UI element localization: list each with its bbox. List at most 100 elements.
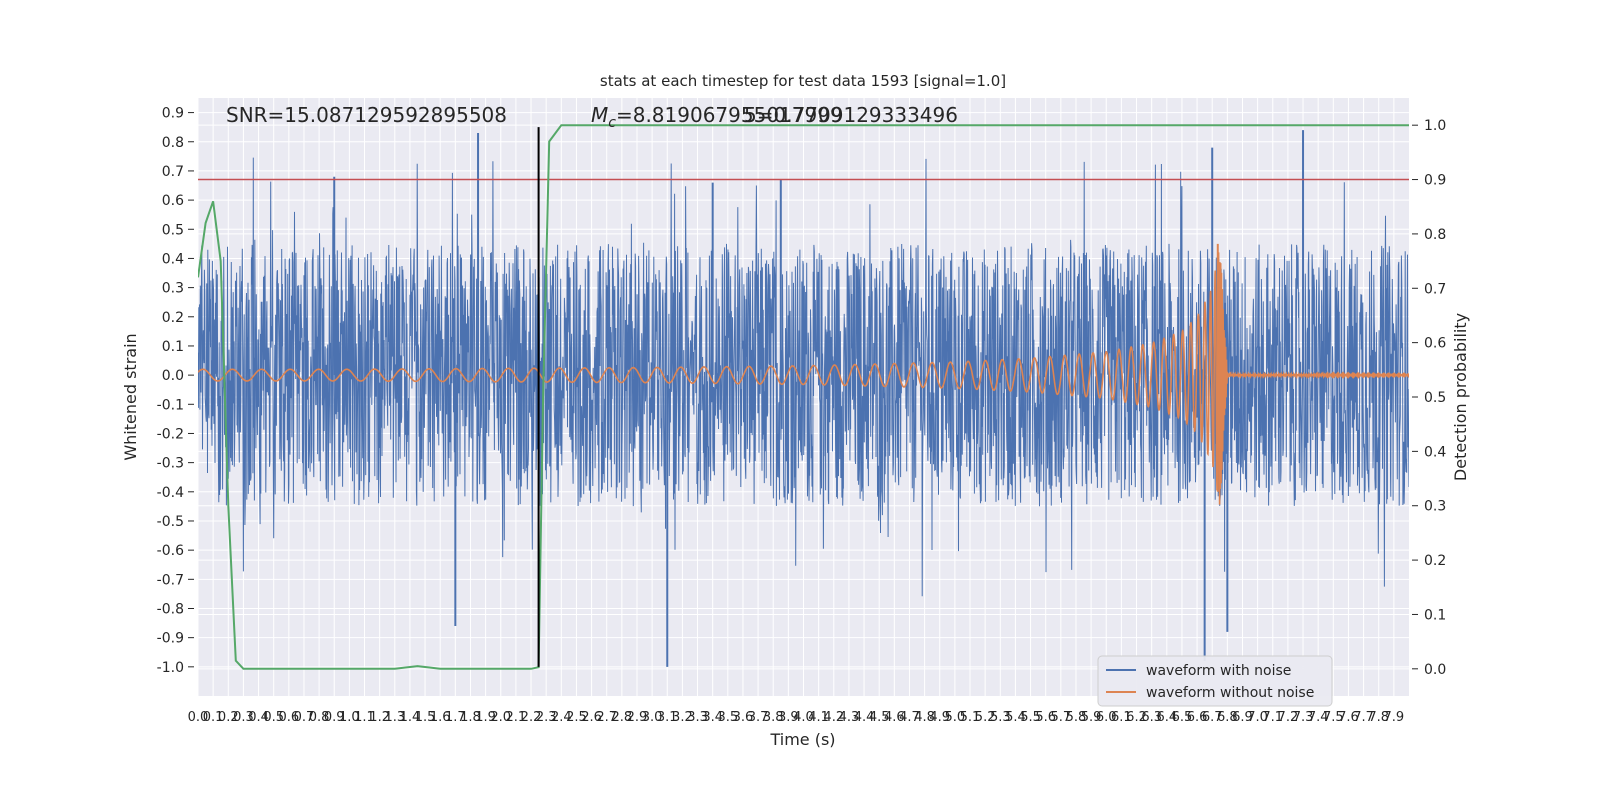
x-tick-label: 4.6 — [884, 710, 905, 725]
x-tick-label: 5.6 — [1035, 710, 1056, 725]
y-axis-ticks: 0.9 0.8 0.7 0.6 0.5 0.4 0.3 0.2 0.1 0.0 -0.1 -0.2 -0… — [157, 106, 194, 676]
x-tick-label: 3.4 — [702, 710, 723, 725]
x-tick-label: 4.7 — [899, 710, 920, 725]
x-tick-label: 1.7 — [445, 710, 466, 725]
x-tick-label: 1.2 — [369, 710, 390, 725]
x-tick-label: 7.6 — [1338, 710, 1359, 725]
x-tick-label: 5.7 — [1050, 710, 1071, 725]
x-tick-label: 5.9 — [1081, 710, 1102, 725]
series-detection-probability — [198, 124, 1409, 670]
x-tick-label: 1.8 — [460, 710, 481, 725]
x-tick-label: 1.1 — [354, 710, 375, 725]
y2-tick-label: 0.9 — [1424, 173, 1446, 189]
x-tick-label: 3.5 — [717, 710, 738, 725]
chirp-mass-value: =8.819067955017999 — [616, 103, 843, 127]
x-tick-label: 6.8 — [1217, 710, 1238, 725]
chirp-mass-symbol: M — [591, 103, 608, 127]
x-tick-label: 6.1 — [1111, 710, 1132, 725]
y2-tick-label: 0.1 — [1424, 607, 1446, 623]
x-tick-label: 0.1 — [203, 710, 224, 725]
x-tick-label: 0.6 — [278, 710, 299, 725]
x-tick-label: 2.9 — [627, 710, 648, 725]
y-tick-label: -0.8 — [157, 601, 184, 617]
x-tick-label: 3.0 — [642, 710, 663, 725]
noisy-waveform-line — [198, 157, 1409, 597]
y-axis-label: Whitened strain — [121, 333, 140, 460]
x-tick-label: 7.1 — [1262, 710, 1283, 725]
x-tick-label: 0.9 — [324, 710, 345, 725]
y-tick-label: 0.0 — [162, 368, 184, 384]
y2-tick-label: 1.0 — [1424, 118, 1446, 134]
x-tick-label: 5.8 — [1066, 710, 1087, 725]
x-axis-label: Time (s) — [769, 730, 835, 749]
x-tick-label: 2.3 — [536, 710, 557, 725]
chirp-mass-annotation: Mc=8.819067955017999 — [591, 103, 843, 131]
y-tick-label: 0.6 — [162, 193, 184, 209]
y-tick-label: 0.9 — [162, 106, 184, 122]
x-tick-label: 2.7 — [596, 710, 617, 725]
x-tick-label: 1.5 — [415, 710, 436, 725]
x-tick-label: 3.8 — [763, 710, 784, 725]
legend: waveform with noise waveform without noi… — [1097, 655, 1333, 707]
y-tick-label: 0.1 — [162, 339, 184, 355]
clean-waveform-line — [198, 252, 1409, 505]
x-tick-label: 2.4 — [551, 710, 572, 725]
y2-axis-label: Detection probability — [1451, 313, 1470, 481]
x-tick-label: 5.5 — [1020, 710, 1041, 725]
x-tick-label: 6.7 — [1202, 710, 1223, 725]
y-tick-label: -0.1 — [157, 397, 184, 413]
y2-tick-label: 0.6 — [1424, 336, 1446, 352]
chirp-mass-subscript: c — [608, 115, 616, 131]
x-tick-label: 4.1 — [808, 710, 829, 725]
x-tick-label: 6.9 — [1232, 710, 1253, 725]
x-tick-label: 1.4 — [400, 710, 421, 725]
x-tick-label: 7.0 — [1247, 710, 1268, 725]
y-tick-label: 0.5 — [162, 222, 184, 238]
x-tick-label: 0.3 — [233, 710, 254, 725]
x-tick-label: 1.6 — [430, 710, 451, 725]
x-tick-label: 2.2 — [521, 710, 542, 725]
x-tick-label: 4.3 — [839, 710, 860, 725]
y-tick-label: -0.9 — [157, 631, 184, 647]
x-tick-label: 2.6 — [581, 710, 602, 725]
legend-label-noisy: waveform with noise — [1146, 663, 1291, 679]
overlap-annotation: 5=0.7709129333496 — [744, 103, 958, 127]
x-tick-label: 3.1 — [657, 710, 678, 725]
y2-axis-ticks: 1.0 0.9 0.8 0.7 0.6 0.5 0.4 0.3 0.2 0.1 0.0 — [1412, 118, 1446, 678]
y-tick-label: -0.7 — [157, 572, 184, 588]
x-tick-label: 7.9 — [1384, 710, 1405, 725]
x-tick-label: 5.4 — [1005, 710, 1026, 725]
x-tick-label: 3.6 — [733, 710, 754, 725]
y2-tick-label: 0.7 — [1424, 281, 1446, 297]
x-tick-label: 6.4 — [1156, 710, 1177, 725]
x-tick-label: 1.9 — [475, 710, 496, 725]
snr-annotation: SNR=15.087129592895508 — [226, 103, 507, 127]
x-tick-label: 7.3 — [1293, 710, 1314, 725]
x-tick-label: 0.2 — [218, 710, 239, 725]
x-tick-label: 3.2 — [672, 710, 693, 725]
x-tick-label: 0.8 — [309, 710, 330, 725]
chart-title: stats at each timestep for test data 159… — [600, 72, 1006, 90]
x-tick-label: 7.8 — [1368, 710, 1389, 725]
x-tick-label: 4.4 — [854, 710, 875, 725]
x-tick-label: 3.3 — [687, 710, 708, 725]
y-tick-label: 0.4 — [162, 251, 184, 267]
x-tick-label: 0.5 — [263, 710, 284, 725]
x-tick-label: 4.2 — [823, 710, 844, 725]
x-tick-label: 1.3 — [384, 710, 405, 725]
x-tick-label: 5.0 — [945, 710, 966, 725]
y2-tick-label: 0.2 — [1424, 553, 1446, 569]
y-tick-label: -0.4 — [157, 485, 184, 501]
x-tick-label: 6.6 — [1187, 710, 1208, 725]
x-tick-label: 0.0 — [188, 710, 209, 725]
y2-tick-label: 0.0 — [1424, 662, 1446, 678]
y-tick-label: 0.7 — [162, 164, 184, 180]
x-tick-label: 2.1 — [506, 710, 527, 725]
legend-box — [1097, 655, 1333, 707]
x-tick-label: 4.5 — [869, 710, 890, 725]
y-tick-label: -0.3 — [157, 456, 184, 472]
x-tick-label: 6.0 — [1096, 710, 1117, 725]
x-tick-label: 7.2 — [1278, 710, 1299, 725]
x-tick-label: 0.4 — [248, 710, 269, 725]
